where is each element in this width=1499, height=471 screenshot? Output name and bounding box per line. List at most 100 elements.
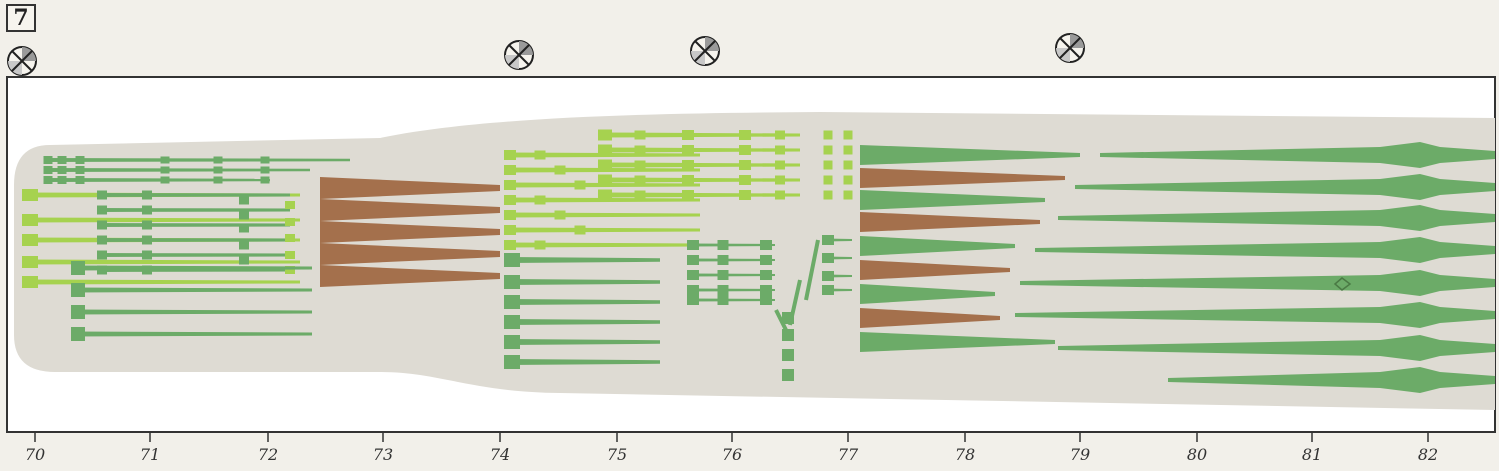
timeline-block-83 xyxy=(534,195,546,205)
timeline-bar-184 xyxy=(860,308,1000,328)
timeline-block-13 xyxy=(213,156,223,164)
timeline-block-96 xyxy=(682,130,694,140)
timeline-bar-42 xyxy=(100,238,290,242)
timeline-block-113 xyxy=(739,160,751,170)
timeline-block-132 xyxy=(843,190,853,200)
timeline-block-134 xyxy=(504,253,520,267)
timeline-bar-152 xyxy=(690,258,775,262)
timeline-bar-143 xyxy=(505,359,660,365)
timeline-bar-61 xyxy=(72,287,312,293)
timeline-block-85 xyxy=(504,210,516,220)
timeline-bar-4 xyxy=(45,168,310,172)
timeline-block-122 xyxy=(775,175,785,185)
timeline-bar-182 xyxy=(860,260,1010,280)
timeline-block-116 xyxy=(843,160,853,170)
timeline-block-107 xyxy=(823,145,833,155)
crossed-circle-line xyxy=(1059,37,1081,59)
x-tick-label-82: 82 xyxy=(1417,445,1439,464)
timeline-block-106 xyxy=(775,145,785,155)
timeline-block-14 xyxy=(260,156,270,164)
timeline-block-95 xyxy=(634,130,646,140)
timeline-bar-27 xyxy=(25,259,300,265)
timeline-bar-90 xyxy=(505,242,700,248)
timeline-block-10 xyxy=(57,176,67,184)
timeline-block-57 xyxy=(285,251,295,259)
timeline-block-17 xyxy=(260,166,270,174)
timeline-block-89 xyxy=(574,225,586,235)
timeline-block-1 xyxy=(43,156,53,164)
timeline-block-22 xyxy=(22,189,38,201)
timeline-block-167 xyxy=(782,349,794,361)
timeline-bar-192 xyxy=(1058,335,1495,361)
timeline-block-118 xyxy=(598,174,612,186)
timeline-bar-70 xyxy=(320,243,500,265)
timeline-block-62 xyxy=(71,283,85,297)
x-tick-label-81: 81 xyxy=(1301,445,1323,464)
timeline-block-111 xyxy=(634,160,646,170)
timeline-block-79 xyxy=(504,180,516,190)
timeline-block-121 xyxy=(739,175,751,185)
x-tick-label-74: 74 xyxy=(489,445,511,464)
timeline-bar-84 xyxy=(505,212,700,218)
timeline-bar-45 xyxy=(100,253,290,257)
x-tick-label-76: 76 xyxy=(721,445,743,464)
x-tick-label-77: 77 xyxy=(837,445,859,464)
timeline-block-88 xyxy=(504,225,516,235)
timeline-block-19 xyxy=(213,176,223,184)
timeline-bar-191 xyxy=(1015,302,1495,328)
timeline-block-18 xyxy=(160,176,170,184)
timeline-block-3 xyxy=(75,156,85,164)
timeline-bar-67 xyxy=(320,177,500,199)
timeline-block-110 xyxy=(598,159,612,171)
timeline-block-112 xyxy=(682,160,694,170)
timeline-block-49 xyxy=(239,195,249,205)
timeline-bar-39 xyxy=(100,223,290,227)
crossed-circle-line xyxy=(694,40,716,62)
timeline-block-2 xyxy=(57,156,67,164)
timeline-block-124 xyxy=(843,175,853,185)
timeline-block-7 xyxy=(75,166,85,174)
timeline-bar-185 xyxy=(860,332,1055,352)
timeline-block-140 xyxy=(504,315,520,329)
timeline-block-129 xyxy=(739,190,751,200)
timeline-block-99 xyxy=(823,130,833,140)
timeline-block-73 xyxy=(504,150,516,160)
timeline-bar-141 xyxy=(505,339,660,345)
timeline-block-16 xyxy=(213,166,223,174)
timeline-block-168 xyxy=(782,369,794,381)
timeline-block-28 xyxy=(22,256,38,268)
timeline-bar-33 xyxy=(100,193,290,197)
timeline-bar-59 xyxy=(72,265,312,271)
timeline-block-24 xyxy=(22,214,38,226)
x-tick-label-79: 79 xyxy=(1069,445,1091,464)
timeline-block-102 xyxy=(598,144,612,156)
crossed-circle-line xyxy=(11,50,33,72)
x-tick-label-70: 70 xyxy=(24,445,46,464)
timeline-bar-170 xyxy=(825,238,852,242)
timeline-block-119 xyxy=(634,175,646,185)
timeline-block-100 xyxy=(843,130,853,140)
timeline-bar-71 xyxy=(320,265,500,287)
timeline-bar-133 xyxy=(505,257,660,263)
x-tick-label-71: 71 xyxy=(139,445,161,464)
timeline-block-131 xyxy=(823,190,833,200)
timeline-bar-180 xyxy=(860,212,1040,232)
timeline-bar-176 xyxy=(825,288,852,292)
timeline-bar-186 xyxy=(1100,142,1495,168)
timeline-bar-174 xyxy=(825,274,852,278)
timeline-bar-181 xyxy=(860,236,1015,256)
x-tick-label-78: 78 xyxy=(954,445,976,464)
timeline-connector xyxy=(774,239,820,331)
timeline-bar-135 xyxy=(505,279,660,285)
timeline-block-104 xyxy=(682,145,694,155)
timeline-bar-187 xyxy=(1075,174,1495,200)
timeline-block-74 xyxy=(534,150,546,160)
timeline-bar-164 xyxy=(690,298,775,302)
timeline-block-91 xyxy=(504,240,516,250)
timeline-block-5 xyxy=(43,166,53,174)
timeline-block-97 xyxy=(739,130,751,140)
timeline-bar-0 xyxy=(45,158,350,162)
timeline-bar-148 xyxy=(690,243,775,247)
timeline-bar-69 xyxy=(320,221,500,243)
